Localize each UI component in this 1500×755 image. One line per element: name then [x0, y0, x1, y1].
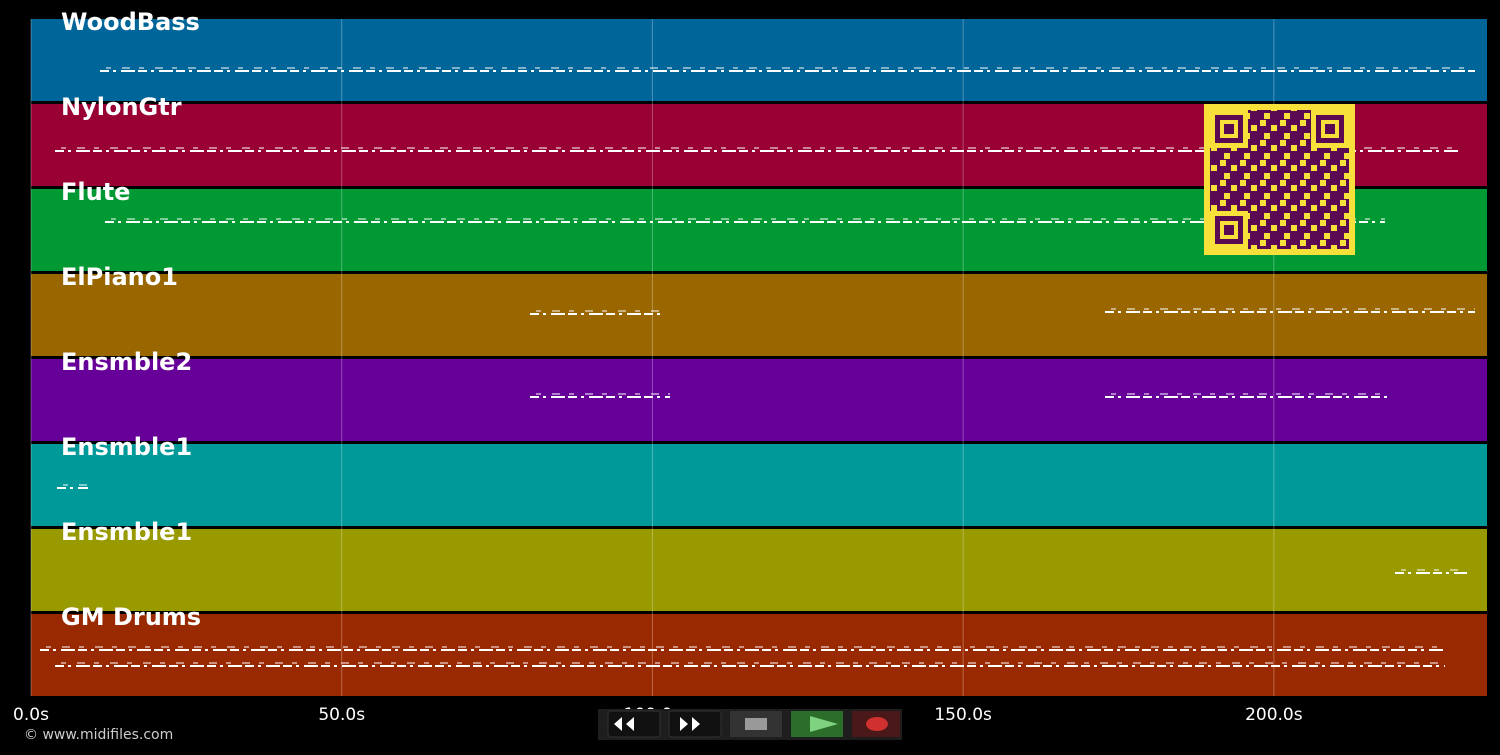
x-tick-label: 50.0s: [318, 705, 365, 725]
stop-button[interactable]: [730, 711, 782, 737]
x-tick-label: 0.0s: [13, 705, 49, 725]
transport: [598, 709, 902, 740]
track-lane: [31, 614, 1487, 696]
track-name: Ensmble1: [61, 433, 192, 461]
forward-button[interactable]: [668, 710, 722, 738]
track-name: WoodBass: [61, 8, 200, 36]
track-name: ElPiano1: [61, 263, 178, 291]
track-name: NylonGtr: [61, 93, 182, 121]
track-name: Ensmble1: [61, 518, 192, 546]
x-tick-label: 150.0s: [934, 705, 992, 725]
track-lane: [31, 274, 1487, 356]
track-lane: [31, 444, 1487, 526]
track-lane: [31, 529, 1487, 611]
x-tick-label: 200.0s: [1245, 705, 1303, 725]
footer: © www.midifiles.com: [24, 727, 173, 743]
track-name: Ensmble2: [61, 348, 192, 376]
qr-code: [1204, 104, 1355, 255]
track-lane: [31, 19, 1487, 101]
play-button[interactable]: [791, 711, 843, 737]
track-name: Flute: [61, 178, 130, 206]
track-lane: [31, 359, 1487, 441]
track-name: GM Drums: [61, 603, 201, 631]
rewind-button[interactable]: [607, 710, 661, 738]
record-button[interactable]: [852, 711, 900, 737]
